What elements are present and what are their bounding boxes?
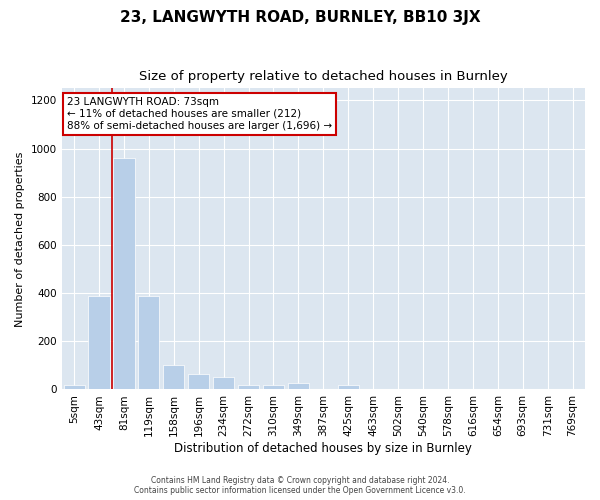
Text: 23 LANGWYTH ROAD: 73sqm
← 11% of detached houses are smaller (212)
88% of semi-d: 23 LANGWYTH ROAD: 73sqm ← 11% of detache… [67, 98, 332, 130]
Bar [163, 366, 184, 390]
Bar [88, 296, 110, 390]
Y-axis label: Number of detached properties: Number of detached properties [15, 151, 25, 326]
Title: Size of property relative to detached houses in Burnley: Size of property relative to detached ho… [139, 70, 508, 83]
X-axis label: Distribution of detached houses by size in Burnley: Distribution of detached houses by size … [175, 442, 472, 455]
Bar [64, 384, 85, 390]
Bar [263, 384, 284, 390]
Bar [188, 374, 209, 390]
Bar [113, 158, 134, 390]
Text: 23, LANGWYTH ROAD, BURNLEY, BB10 3JX: 23, LANGWYTH ROAD, BURNLEY, BB10 3JX [119, 10, 481, 25]
Bar [213, 378, 234, 390]
Bar [238, 384, 259, 390]
Bar [338, 384, 359, 390]
Text: Contains HM Land Registry data © Crown copyright and database right 2024.
Contai: Contains HM Land Registry data © Crown c… [134, 476, 466, 495]
Bar [288, 384, 309, 390]
Bar [138, 296, 160, 390]
